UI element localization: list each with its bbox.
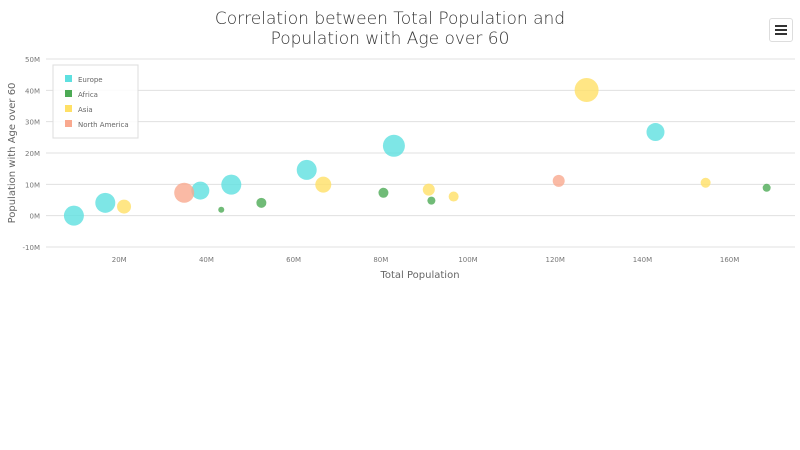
bubble-africa (427, 196, 436, 205)
bubble-asia (117, 199, 132, 214)
y-tick-label: 40M (25, 87, 40, 95)
y-tick-label: 0M (30, 213, 41, 221)
y-tick-label: 30M (25, 119, 40, 127)
x-tick-label: 80M (373, 256, 388, 264)
legend-marker (65, 105, 72, 112)
bubble-asia (422, 183, 435, 196)
bubble-europe (296, 159, 317, 180)
x-tick-label: 140M (633, 256, 652, 264)
bubble-europe (221, 174, 242, 195)
legend-marker (65, 120, 72, 127)
chart-title-line-2: Population with Age over 60 (270, 29, 510, 49)
bubble-africa (256, 197, 267, 208)
y-tick-label: -10M (23, 244, 40, 252)
menu-button[interactable] (769, 18, 793, 42)
bubble-asia (315, 176, 332, 193)
bubble-europe (646, 123, 665, 142)
legend-marker (65, 90, 72, 97)
hamburger-icon-bar (775, 29, 787, 31)
bubble-europe (63, 205, 84, 226)
bubble-asia (700, 177, 711, 188)
x-tick-label: 160M (720, 256, 739, 264)
legend-label: North America (78, 121, 129, 129)
y-tick-label: 10M (25, 181, 40, 189)
y-tick-label: 20M (25, 150, 40, 158)
bubble-europe (95, 192, 116, 213)
bubble-north-america (552, 174, 565, 187)
x-axis-title: Total Population (379, 270, 459, 281)
y-axis-title: Population with Age over 60 (7, 83, 18, 224)
bubble-asia (448, 191, 459, 202)
bubble-asia (574, 78, 599, 103)
legend-label: Europe (78, 76, 103, 84)
x-tick-label: 40M (199, 256, 214, 264)
bubble-africa (378, 187, 389, 198)
legend-label: Africa (78, 91, 98, 99)
x-tick-label: 20M (112, 256, 127, 264)
bubble-north-america (174, 182, 195, 203)
x-tick-label: 100M (458, 256, 477, 264)
chart-title: Correlation between Total Population and… (0, 9, 780, 49)
x-tick-label: 120M (546, 256, 565, 264)
legend-marker (65, 75, 72, 82)
x-tick-label: 60M (286, 256, 301, 264)
y-tick-label: 50M (25, 56, 40, 64)
bubble-europe (191, 181, 210, 200)
bubble-africa (762, 183, 771, 192)
bubble-europe (382, 134, 405, 157)
hamburger-icon-bar (775, 33, 787, 35)
legend-label: Asia (78, 106, 93, 114)
bubble-africa (218, 206, 225, 213)
hamburger-icon-bar (775, 25, 787, 27)
chart-title-line-1: Correlation between Total Population and (214, 9, 566, 29)
